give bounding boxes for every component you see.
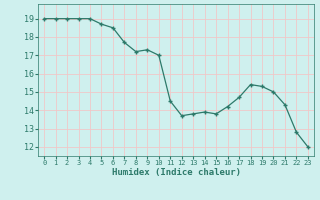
X-axis label: Humidex (Indice chaleur): Humidex (Indice chaleur) — [111, 168, 241, 177]
